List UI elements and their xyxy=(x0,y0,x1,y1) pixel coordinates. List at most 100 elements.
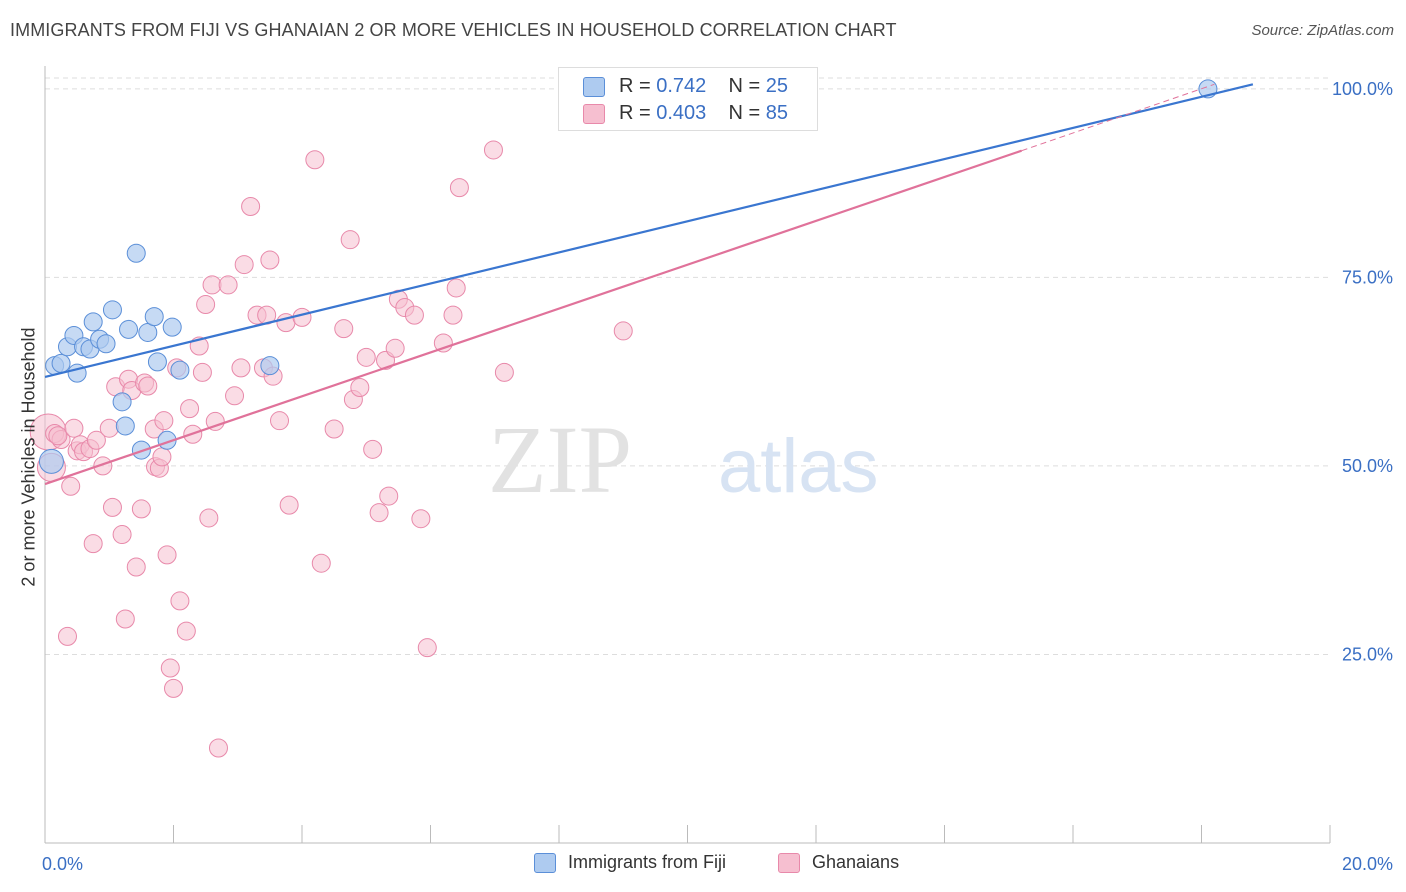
trend-line-fiji xyxy=(44,83,1254,379)
trend-line-ghanaians xyxy=(44,149,1022,486)
point-ghanaians xyxy=(86,430,106,450)
point-ghanaians xyxy=(494,362,514,382)
legend-n-value-fiji: 25 xyxy=(765,74,789,97)
point-ghanaians xyxy=(102,497,122,517)
point-fiji xyxy=(162,317,182,337)
point-ghanaians xyxy=(404,305,424,325)
tick-labels: 25.0% 50.0% 75.0% 100.0% 0.0% 20.0% xyxy=(42,79,1393,874)
x-tick-label: 0.0% xyxy=(42,854,83,874)
y-tick-label: 25.0% xyxy=(1342,644,1393,664)
y-tick-label: 100.0% xyxy=(1332,79,1393,99)
point-ghanaians xyxy=(199,508,219,528)
point-fiji xyxy=(147,352,167,372)
point-ghanaians xyxy=(218,275,238,295)
point-fiji xyxy=(260,356,280,376)
legend-swatch-fiji xyxy=(583,77,605,97)
point-ghanaians xyxy=(231,358,251,378)
point-ghanaians xyxy=(279,495,299,515)
point-ghanaians xyxy=(157,545,177,565)
y-axis-label: 2 or more Vehicles in Household xyxy=(18,327,39,587)
point-ghanaians xyxy=(311,553,331,573)
legend-r-value-ghana: 0.403 xyxy=(656,101,707,124)
legend-n-label: N = xyxy=(728,74,761,97)
point-ghanaians xyxy=(234,255,254,275)
y-tick-label: 50.0% xyxy=(1342,456,1393,476)
point-ghanaians xyxy=(48,426,68,446)
point-fiji xyxy=(115,416,135,436)
point-fiji xyxy=(38,448,64,474)
point-ghanaians xyxy=(369,503,389,523)
bottom-swatch-fiji xyxy=(534,852,556,873)
series-ghanaians xyxy=(29,140,633,758)
point-ghanaians xyxy=(126,557,146,577)
bottom-swatch-ghana xyxy=(778,852,800,873)
point-ghanaians xyxy=(305,150,325,170)
point-ghanaians xyxy=(363,439,383,459)
point-ghanaians xyxy=(225,386,245,406)
y-tick-label: 75.0% xyxy=(1342,267,1393,287)
point-ghanaians xyxy=(292,307,312,327)
point-ghanaians xyxy=(334,319,354,339)
point-ghanaians xyxy=(152,447,172,467)
point-fiji xyxy=(144,307,164,327)
point-ghanaians xyxy=(379,486,399,506)
legend-n-label: N = xyxy=(728,101,761,124)
bottom-legend-label-fiji: Immigrants from Fiji xyxy=(568,852,727,872)
point-ghanaians xyxy=(443,305,463,325)
point-fiji xyxy=(96,334,116,354)
trend-line-ghanaians-extension xyxy=(1021,83,1215,152)
point-ghanaians xyxy=(64,418,84,438)
point-fiji xyxy=(83,312,103,332)
bottom-legend-label-ghana: Ghanaians xyxy=(812,852,900,872)
point-ghanaians xyxy=(356,347,376,367)
point-ghanaians xyxy=(324,419,344,439)
point-fiji xyxy=(126,243,146,263)
chart-title: IMMIGRANTS FROM FIJI VS GHANAIAN 2 OR MO… xyxy=(10,20,897,40)
point-ghanaians xyxy=(411,509,431,529)
x-tick-label: 20.0% xyxy=(1342,854,1393,874)
point-ghanaians xyxy=(260,250,280,270)
point-fiji xyxy=(170,360,190,380)
point-ghanaians xyxy=(131,499,151,519)
legend-r-value-fiji: 0.742 xyxy=(656,74,707,97)
point-ghanaians xyxy=(83,534,103,554)
bottom-legend-fiji: Immigrants from Fiji xyxy=(534,852,726,873)
point-ghanaians xyxy=(170,591,190,611)
point-ghanaians xyxy=(176,621,196,641)
watermark-atlas: atlas xyxy=(718,424,879,509)
point-ghanaians xyxy=(446,278,466,298)
point-ghanaians xyxy=(138,376,158,396)
point-ghanaians xyxy=(196,295,216,315)
source-credit: Source: ZipAtlas.com xyxy=(1251,22,1394,39)
stats-legend: R = 0.742 N = 25 R = 0.403 N = 85 xyxy=(558,67,818,131)
point-ghanaians xyxy=(93,456,113,476)
point-ghanaians xyxy=(164,678,183,698)
point-ghanaians xyxy=(61,476,81,496)
axes xyxy=(44,66,1331,844)
legend-r-label: R = xyxy=(619,74,651,97)
point-ghanaians xyxy=(160,658,180,678)
point-ghanaians xyxy=(99,418,119,438)
point-ghanaians xyxy=(115,609,135,629)
watermark-zip: ZIP xyxy=(488,406,632,513)
point-ghanaians xyxy=(350,377,370,397)
point-ghanaians xyxy=(385,338,405,358)
point-ghanaians xyxy=(202,275,222,295)
point-ghanaians xyxy=(180,399,200,419)
point-ghanaians xyxy=(57,626,77,646)
point-ghanaians xyxy=(613,321,633,341)
point-ghanaians xyxy=(483,140,503,160)
point-ghanaians xyxy=(205,411,225,431)
point-ghanaians xyxy=(340,230,360,250)
watermark: ZIP atlas xyxy=(488,406,879,513)
point-fiji xyxy=(102,300,122,320)
point-ghanaians xyxy=(112,525,132,545)
point-ghanaians xyxy=(192,362,212,382)
trend-lines xyxy=(44,83,1254,486)
point-fiji xyxy=(112,392,132,412)
point-fiji xyxy=(138,322,158,342)
point-ghanaians xyxy=(154,411,174,431)
point-fiji xyxy=(51,353,71,373)
point-ghanaians xyxy=(449,178,469,198)
point-fiji xyxy=(119,319,139,339)
